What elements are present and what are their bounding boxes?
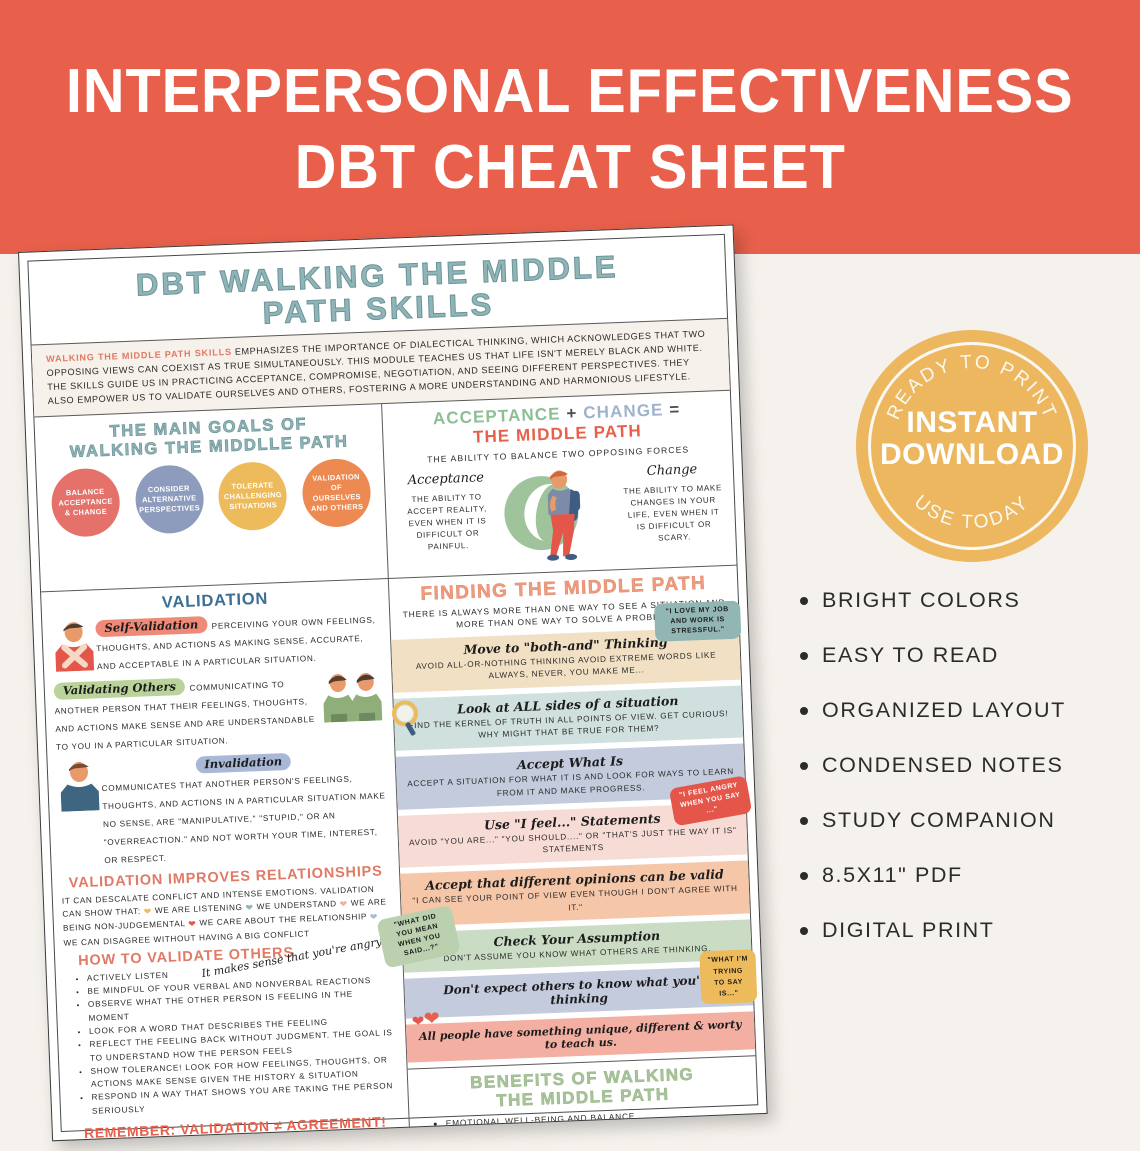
header-banner: INTERPERSONAL EFFECTIVENESS DBT CHEAT SH… xyxy=(0,0,1140,254)
goal-circle: TOLERATE CHALLENGING SITUATIONS xyxy=(217,461,289,532)
acceptance-change-panel: ACCEPTANCE + CHANGE = THE MIDDLE PATH TH… xyxy=(382,391,736,578)
worksheet-border: DBT WALKING THE MIDDLE PATH SKILLS WALKI… xyxy=(27,233,760,1142)
main-goals-panel: THE MAIN GOALS OF WALKING THE MIDDLLE PA… xyxy=(34,404,389,592)
validation-column: VALIDATION Self-Validation PERCEIVING YO… xyxy=(41,578,413,1142)
feature-label: ORGANIZED LAYOUT xyxy=(822,698,1066,722)
bullet-dot-icon xyxy=(800,706,808,715)
worksheet-main-columns: VALIDATION Self-Validation PERCEIVING YO… xyxy=(41,565,760,1142)
speech-bubble: "I LOVE MY JOB AND WORK IS STRESSFUL." xyxy=(653,600,742,643)
path-strip: Look at ALL sides of a situation FIND TH… xyxy=(391,685,744,752)
vi-point: WE ARE LISTENING xyxy=(154,902,243,916)
change-label: Change xyxy=(646,461,698,479)
list-item: EFFECTIVE DISTRESS TOLERANCE AND COPING … xyxy=(447,1133,745,1141)
self-validation-avatar xyxy=(51,618,97,672)
feature-label: EASY TO READ xyxy=(822,643,999,667)
finding-middle-path-column: FINDING THE MIDDLE PATH THERE IS ALWAYS … xyxy=(376,565,760,1142)
heart-icon: ❤ xyxy=(245,902,254,913)
acceptance-change-body: Acceptance THE ABILITY TO ACCEPT REALITY… xyxy=(395,459,726,568)
feature-list: BRIGHT COLORS EASY TO READ ORGANIZED LAY… xyxy=(800,588,1130,973)
acceptance-text: THE ABILITY TO ACCEPT REALITY, EVEN WHEN… xyxy=(407,492,487,552)
bullet-dot-icon xyxy=(800,871,808,880)
validation-item: Self-Validation PERCEIVING YOUR OWN FEEL… xyxy=(51,607,382,676)
feature-label: BRIGHT COLORS xyxy=(822,588,1021,612)
acceptance-label: Acceptance xyxy=(407,470,485,489)
acceptance-column: Acceptance THE ABILITY TO ACCEPT REALITY… xyxy=(395,468,500,555)
feature-item: CONDENSED NOTES xyxy=(800,753,1130,778)
header-title-line2: DBT CHEAT SHEET xyxy=(294,133,846,202)
heart-icon: ❤ xyxy=(339,898,349,910)
feature-item: EASY TO READ xyxy=(800,643,1130,668)
goal-circles: BALANCE ACCEPTANCE & CHANGE CONSIDER ALT… xyxy=(44,458,377,539)
path-strip: Move to "both-and" Thinking AVOID ALL-OR… xyxy=(391,600,742,693)
acceptance-change-title: ACCEPTANCE + CHANGE = THE MIDDLE PATH xyxy=(392,400,721,451)
speech-bubble: "WHAT I'M TRYING TO SAY IS..." xyxy=(699,949,758,1005)
heart-icon: ❤ xyxy=(188,919,197,930)
magnifying-glass-icon xyxy=(391,700,418,736)
feature-item: ORGANIZED LAYOUT xyxy=(800,698,1130,723)
feature-item: DIGITAL PRINT xyxy=(800,918,1130,943)
worksheet-preview[interactable]: DBT WALKING THE MIDDLE PATH SKILLS WALKI… xyxy=(18,224,772,1151)
feature-label: CONDENSED NOTES xyxy=(822,753,1064,777)
heart-icon: ❤ xyxy=(423,1008,441,1031)
bullet-dot-icon xyxy=(800,596,808,605)
worksheet-page: DBT WALKING THE MIDDLE PATH SKILLS WALKI… xyxy=(18,224,768,1142)
invalidation-text: COMMUNICATES THAT ANOTHER PERSON'S FEELI… xyxy=(101,774,386,865)
path-strip-single: All people have something unique, differ… xyxy=(405,1011,756,1063)
validating-others-body: Validating Others COMMUNICATING TO ANOTH… xyxy=(53,671,323,755)
bullet-dot-icon xyxy=(800,926,808,935)
self-validation-chip: Self-Validation xyxy=(95,616,208,638)
remember-title-b: AGREEMENT! xyxy=(286,1113,387,1134)
ac-word-change: CHANGE xyxy=(582,400,664,423)
vi-point: WE CARE ABOUT THE RELATIONSHIP xyxy=(199,912,368,928)
how-to-validate-list: ACTIVELY LISTEN BE MINDFUL OF YOUR VERBA… xyxy=(65,960,399,1119)
goals-acceptance-band: THE MAIN GOALS OF WALKING THE MIDDLLE PA… xyxy=(34,391,737,593)
change-text: THE ABILITY TO MAKE CHANGES IN YOUR LIFE… xyxy=(623,483,723,543)
ac-plus-symbol: + xyxy=(566,404,578,424)
feature-item: BRIGHT COLORS xyxy=(800,588,1130,613)
self-validation-body: Self-Validation PERCEIVING YOUR OWN FEEL… xyxy=(95,607,382,674)
svg-text:USE TODAY: USE TODAY xyxy=(910,491,1034,533)
validation-item: Invalidation COMMUNICATES THAT ANOTHER P… xyxy=(57,747,390,870)
bullet-dot-icon xyxy=(800,816,808,825)
not-equal-icon: ≠ xyxy=(273,1117,283,1134)
goal-circle: BALANCE ACCEPTANCE & CHANGE xyxy=(50,467,121,539)
walking-path-illustration xyxy=(496,463,624,564)
badge-ring xyxy=(868,342,1076,550)
validation-item: Validating Others COMMUNICATING TO ANOTH… xyxy=(53,668,385,755)
path-strip: Use "I feel..." Statements AVOID "YOU AR… xyxy=(397,775,753,869)
badge-center-text: INSTANT DOWNLOAD xyxy=(848,408,1096,470)
goal-circle: CONSIDER ALTERNATIVE PERSPECTIVES xyxy=(133,464,205,536)
feature-item: 8.5X11" PDF xyxy=(800,863,1130,888)
invalidation-body: Invalidation COMMUNICATES THAT ANOTHER P… xyxy=(100,747,389,868)
badge-line2: DOWNLOAD xyxy=(880,438,1064,471)
ac-equals-symbol: = xyxy=(668,400,681,420)
heart-icon: ❤ xyxy=(143,906,153,917)
validation-improves-body: IT CAN DESCALATE CONFLICT AND INTENSE EM… xyxy=(62,882,393,950)
badge-arc-text: READY TO PRINT USE TODAY xyxy=(883,352,1058,534)
feature-item: STUDY COMPANION xyxy=(800,808,1130,833)
bullet-dot-icon xyxy=(800,761,808,770)
feature-label: DIGITAL PRINT xyxy=(822,918,995,942)
invalidation-avatar xyxy=(57,758,103,812)
feature-label: STUDY COMPANION xyxy=(822,808,1056,832)
instant-download-badge: READY TO PRINT USE TODAY INSTANT DOWNLOA… xyxy=(848,322,1096,570)
badge-line1: INSTANT xyxy=(906,406,1038,439)
remember-title-a: REMEMBER: VALIDATION xyxy=(83,1117,270,1142)
intro-body: EMPHASIZES THE IMPORTANCE OF DIALECTICAL… xyxy=(46,328,706,407)
header-title-line1: INTERPERSONAL EFFECTIVENESS xyxy=(66,57,1074,126)
walking-person-icon xyxy=(546,470,580,561)
vi-point: WE UNDERSTAND xyxy=(256,899,337,912)
feature-label: 8.5X11" PDF xyxy=(822,863,963,887)
invalidation-chip: Invalidation xyxy=(195,753,292,774)
bullet-dot-icon xyxy=(800,651,808,660)
remember-title: REMEMBER: VALIDATION ≠ AGREEMENT! xyxy=(71,1113,400,1141)
benefits-panel: BENEFITS OF WALKING THE MIDDLE PATH EMOT… xyxy=(407,1055,760,1142)
validating-others-chip: Validating Others xyxy=(53,678,186,701)
goal-circle: VALIDATION OF OURSELVES AND OTHERS xyxy=(301,458,372,529)
two-people-avatar xyxy=(320,668,384,723)
main-goals-title: THE MAIN GOALS OF WALKING THE MIDDLLE PA… xyxy=(43,413,375,463)
heart-icon: ❤ xyxy=(369,912,379,923)
change-column: Change THE ABILITY TO MAKE CHANGES IN YO… xyxy=(621,459,726,546)
